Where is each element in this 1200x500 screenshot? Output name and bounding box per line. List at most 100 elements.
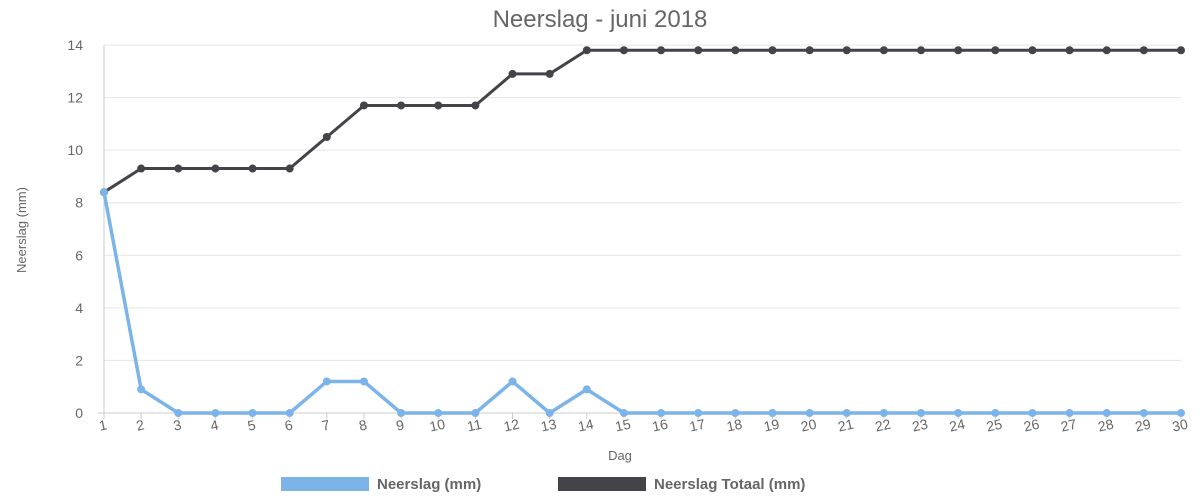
data-point — [917, 409, 926, 417]
x-tick-label: 15 — [614, 416, 633, 435]
data-point — [694, 409, 703, 417]
x-tick-label: 21 — [836, 416, 855, 435]
x-tick-label: 27 — [1059, 416, 1078, 435]
data-point — [879, 46, 888, 55]
x-tick-label: 28 — [1096, 416, 1115, 435]
data-point — [397, 101, 406, 110]
data-point — [248, 409, 257, 417]
data-point — [1065, 46, 1074, 55]
x-tick-label: 7 — [320, 416, 331, 433]
data-point — [285, 409, 294, 417]
x-tick-label: 4 — [209, 416, 220, 433]
data-point — [768, 46, 777, 55]
x-tick-label: 17 — [688, 416, 707, 435]
data-point — [211, 164, 220, 173]
x-tick-label: 19 — [762, 416, 781, 435]
x-tick-label: 23 — [911, 416, 930, 435]
data-point — [805, 46, 814, 55]
data-point — [471, 101, 480, 110]
y-tick-label: 4 — [75, 300, 83, 316]
chart-title: Neerslag - juni 2018 — [493, 6, 708, 33]
data-point — [471, 409, 480, 417]
data-point — [248, 164, 257, 173]
x-tick-label: 20 — [799, 416, 818, 435]
x-axis-label: Dag — [608, 448, 632, 463]
data-point — [619, 409, 628, 417]
y-tick-label: 8 — [75, 195, 83, 211]
y-tick-label: 0 — [75, 405, 83, 421]
data-point — [805, 409, 814, 417]
data-point — [954, 46, 963, 55]
grid-layer — [104, 44, 1181, 414]
data-point — [359, 377, 368, 386]
data-point — [1177, 409, 1185, 417]
data-point — [1028, 409, 1037, 417]
x-tick-label: 26 — [1022, 416, 1041, 435]
data-point — [508, 69, 517, 78]
data-point — [842, 46, 851, 55]
data-point — [657, 46, 666, 55]
data-point — [1177, 46, 1185, 55]
data-point — [954, 409, 963, 417]
data-point — [211, 409, 220, 417]
data-point — [137, 164, 146, 173]
x-tick-label: 10 — [428, 416, 447, 435]
data-point — [582, 46, 591, 55]
data-point — [1102, 46, 1111, 55]
data-point — [434, 101, 443, 110]
x-tick-label: 16 — [651, 416, 670, 435]
y-axis-label: Neerslag (mm) — [14, 187, 29, 273]
data-point — [359, 101, 368, 110]
data-point — [619, 46, 628, 55]
data-point — [991, 46, 1000, 55]
y-tick-label: 6 — [75, 247, 83, 263]
y-tick-label: 2 — [75, 352, 83, 368]
data-point — [582, 385, 591, 394]
data-point — [1139, 409, 1148, 417]
y-tick-label: 14 — [67, 37, 83, 53]
x-tick-label: 24 — [948, 416, 967, 435]
x-tick-label: 12 — [502, 416, 521, 435]
x-tick-label: 11 — [466, 416, 484, 435]
data-point — [1102, 409, 1111, 417]
x-tick-label: 3 — [172, 416, 183, 433]
data-point — [694, 46, 703, 55]
data-point — [508, 377, 517, 386]
x-tick-label: 5 — [246, 416, 257, 433]
series-line-0 — [102, 190, 1183, 415]
data-point — [842, 409, 851, 417]
data-point — [545, 69, 554, 78]
data-point — [731, 409, 740, 417]
x-tick-label: 2 — [135, 416, 146, 433]
y-tick-label: 12 — [67, 90, 83, 106]
x-tick-label: 14 — [576, 416, 595, 435]
series-layer — [100, 46, 1185, 417]
data-point — [397, 409, 406, 417]
data-point — [174, 409, 183, 417]
data-point — [434, 409, 443, 417]
legend: Neerslag (mm) Neerslag Totaal (mm) — [281, 476, 805, 493]
legend-swatch — [558, 477, 646, 491]
y-tick-label: 10 — [67, 142, 83, 158]
x-tick-label: 6 — [283, 416, 294, 433]
data-point — [1028, 46, 1037, 55]
x-tick-label: 13 — [539, 416, 558, 435]
x-tick-label: 22 — [874, 416, 893, 435]
x-tick-label: 1 — [97, 416, 108, 433]
x-tick-label: 8 — [357, 416, 368, 433]
data-point — [137, 385, 146, 394]
legend-swatch — [281, 477, 369, 491]
data-point — [657, 409, 666, 417]
data-point — [545, 409, 554, 417]
data-point — [991, 409, 1000, 417]
data-point — [1065, 409, 1074, 417]
x-tick-label: 25 — [985, 416, 1004, 435]
data-point — [1139, 46, 1148, 55]
x-tick-label: 18 — [725, 416, 744, 435]
data-point — [322, 377, 331, 386]
data-point — [100, 188, 108, 197]
series-line-1 — [102, 48, 1183, 194]
data-point — [322, 133, 331, 141]
